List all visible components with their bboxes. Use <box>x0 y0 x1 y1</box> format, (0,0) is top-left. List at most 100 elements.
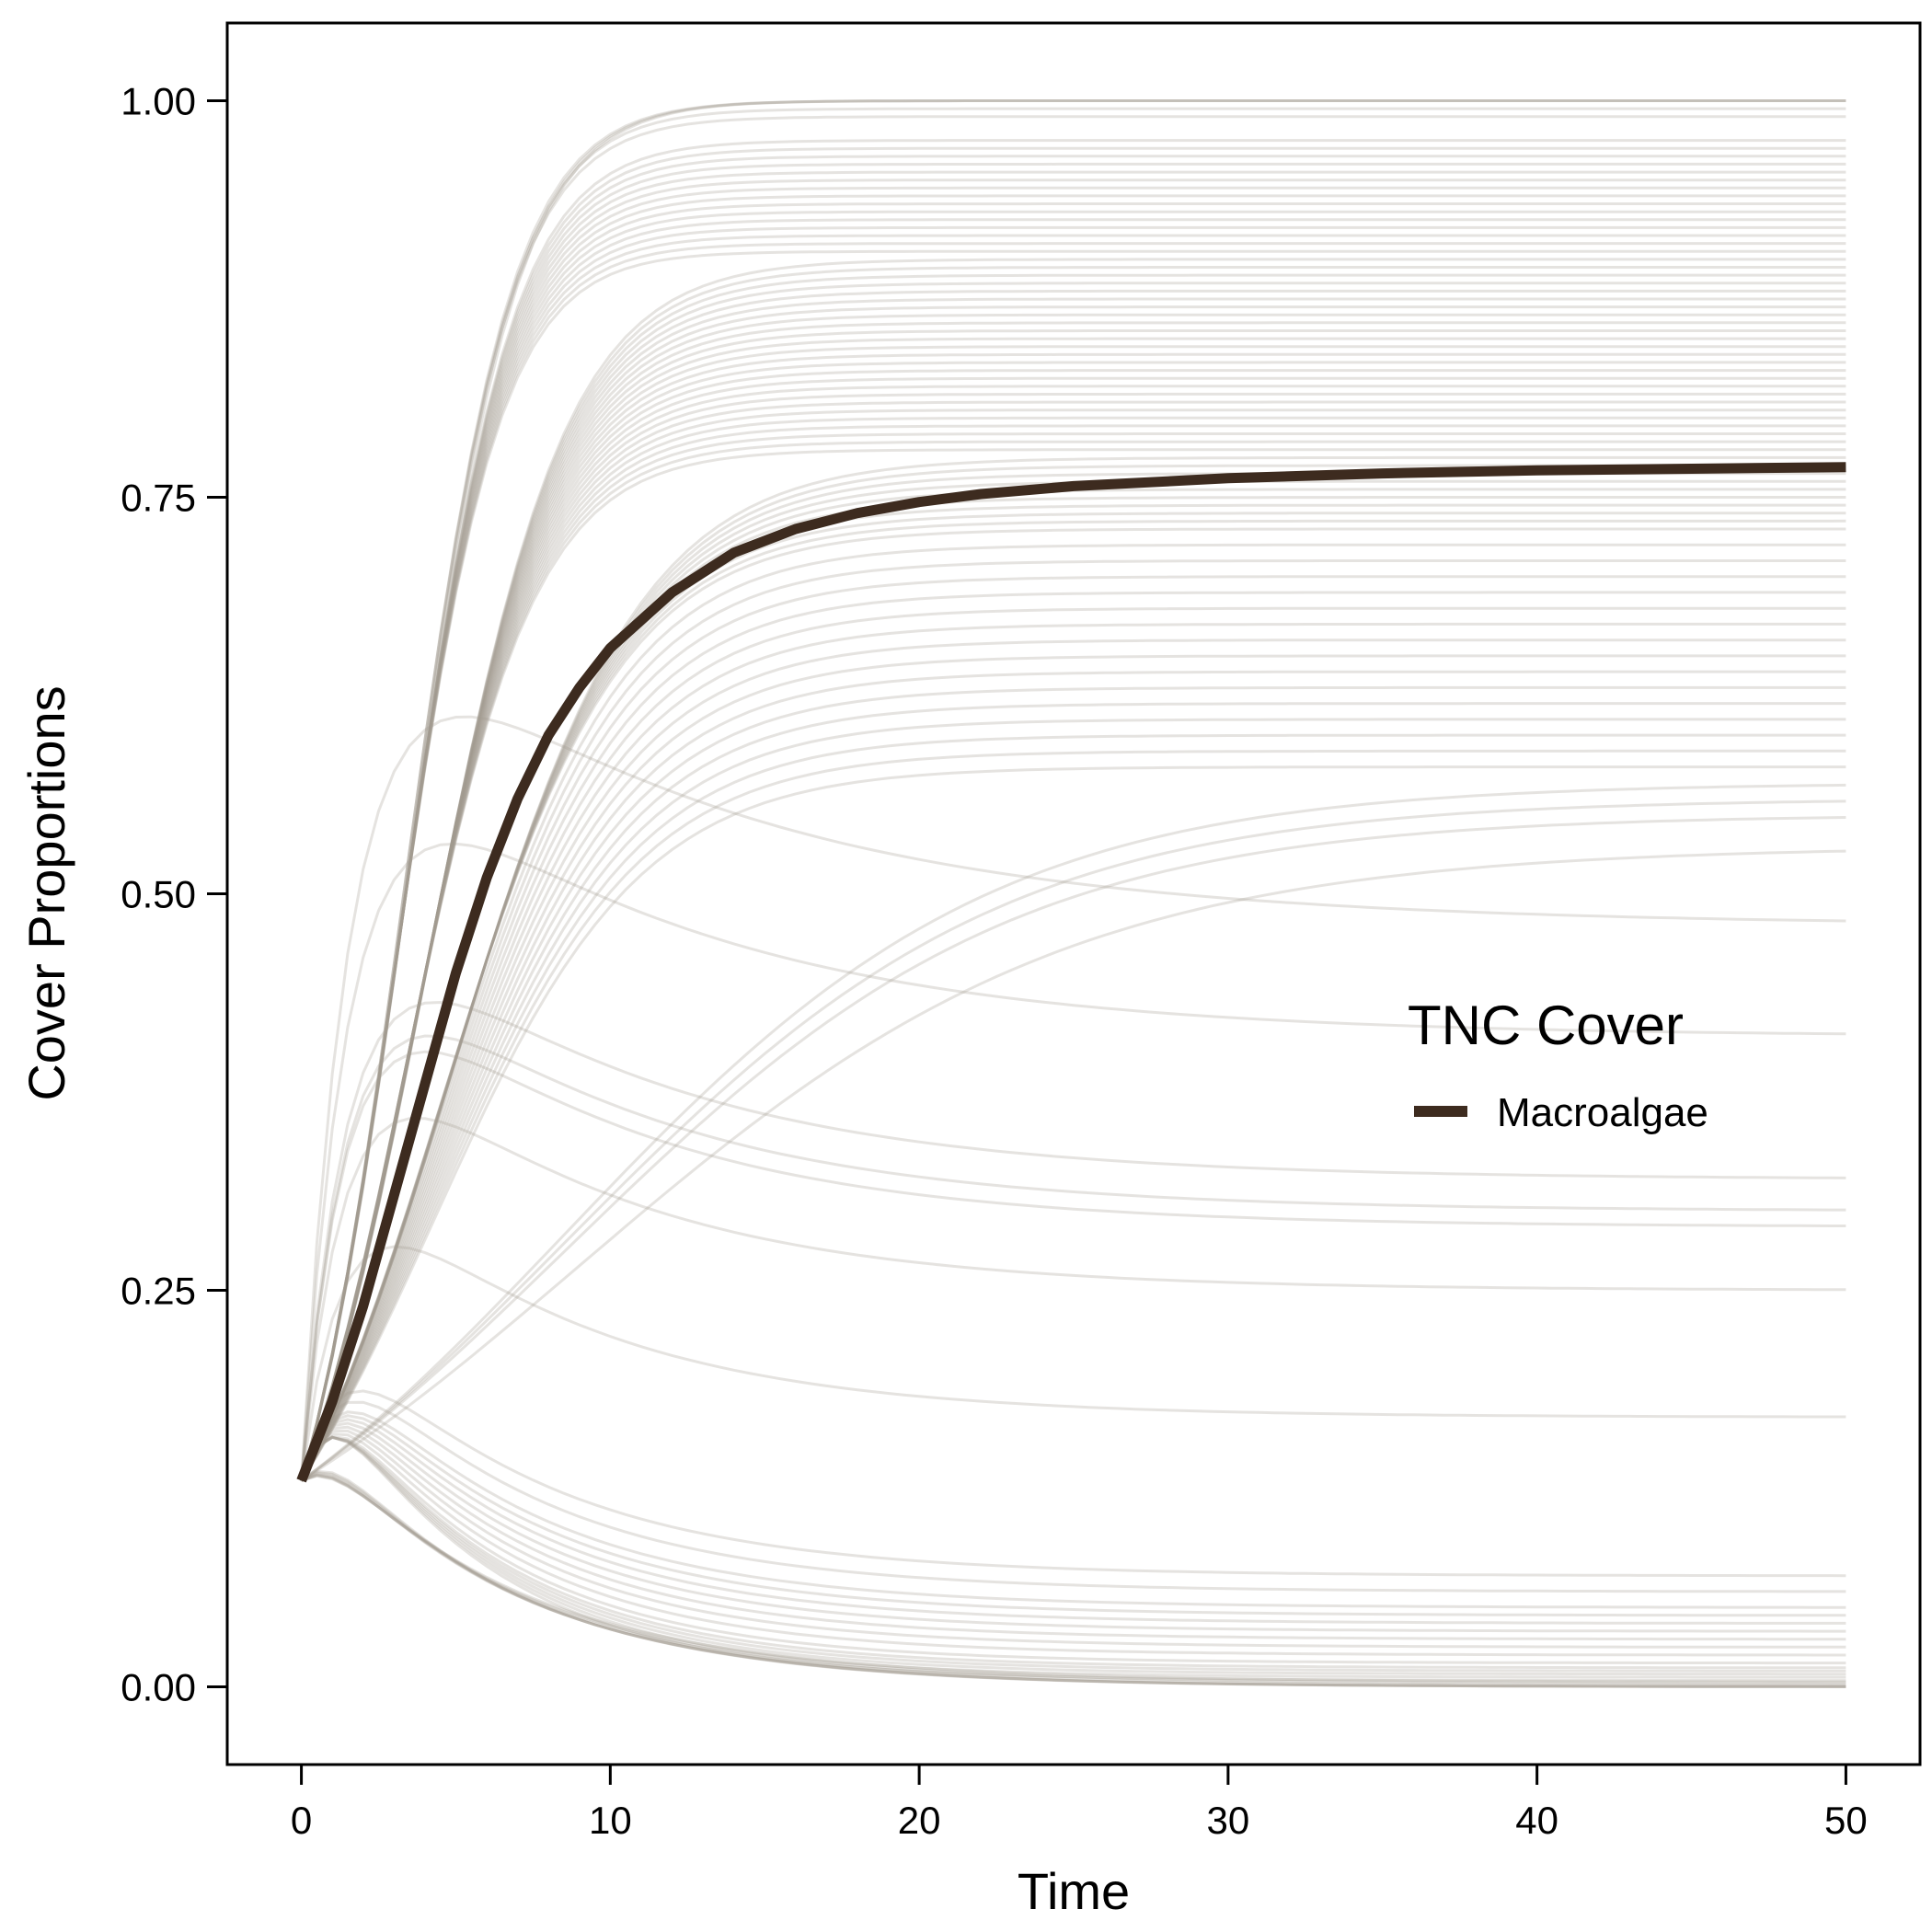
legend-title: TNC Cover <box>1408 995 1684 1056</box>
ensemble-line <box>300 1389 1846 1578</box>
ensemble-line <box>300 155 1846 1481</box>
x-tick-label: 40 <box>1515 1799 1558 1842</box>
ensemble-line <box>300 1414 1846 1617</box>
ensemble-line <box>300 1435 1846 1676</box>
ensemble-line <box>300 1435 1846 1673</box>
ensemble-line <box>300 1050 1846 1481</box>
ensemble-line <box>300 1469 1846 1688</box>
ensemble-line <box>300 297 1846 1481</box>
y-axis: 0.00 0.25 0.50 0.75 1.00 <box>121 79 227 1709</box>
ensemble-line <box>300 496 1846 1482</box>
ensemble-line <box>300 749 1846 1482</box>
ensemble-line <box>300 1435 1846 1670</box>
ensemble-line <box>300 638 1846 1482</box>
ensemble-line <box>300 115 1846 1481</box>
ensemble-line <box>300 654 1846 1482</box>
ensemble-line <box>300 170 1846 1481</box>
ensemble-line <box>300 321 1846 1481</box>
ensemble-line <box>300 225 1846 1481</box>
ensemble-line <box>300 519 1846 1482</box>
ensemble-line <box>300 440 1846 1481</box>
ensemble-line <box>300 718 1846 1482</box>
ensemble-line <box>300 146 1846 1481</box>
ensemble-line <box>300 369 1846 1481</box>
ensemble-line <box>300 1245 1846 1481</box>
ensemble-line <box>300 186 1846 1481</box>
ensemble-line <box>300 345 1846 1481</box>
ensemble-line <box>300 178 1846 1481</box>
ensemble-line <box>300 408 1846 1481</box>
ensemble-line <box>300 849 1846 1482</box>
ensemble-line <box>300 575 1846 1482</box>
legend: TNC Cover Macroalgae <box>1408 995 1708 1135</box>
ensemble-line <box>300 606 1846 1482</box>
ensemble-line <box>300 799 1846 1482</box>
ensemble-line <box>300 1434 1846 1665</box>
ensemble-line <box>300 424 1846 1481</box>
ensemble-line <box>300 783 1846 1482</box>
series-line-macroalgae <box>296 462 1846 1483</box>
ensemble-line <box>300 139 1846 1481</box>
ensemble-line <box>300 242 1846 1481</box>
y-tick-label: 1.00 <box>121 79 196 122</box>
ensemble-line <box>300 559 1846 1482</box>
ensemble-line <box>300 1435 1846 1679</box>
ensemble-line <box>300 1034 1846 1481</box>
ensemble-line <box>300 194 1846 1481</box>
ensemble-line <box>300 1470 1846 1688</box>
ensemble-line <box>300 455 1846 1482</box>
x-tick-label: 50 <box>1824 1799 1868 1842</box>
ensemble-line <box>300 337 1846 1481</box>
ensemble-line <box>300 258 1846 1481</box>
ensemble-line <box>300 99 1846 1481</box>
x-tick-label: 0 <box>291 1799 312 1842</box>
ensemble-line <box>300 107 1846 1481</box>
ensemble-line <box>300 1432 1846 1657</box>
legend-label-macroalgae: Macroalgae <box>1497 1090 1708 1135</box>
ensemble-line <box>300 512 1846 1482</box>
series-lines <box>296 462 1846 1483</box>
ensemble-line <box>300 1000 1846 1481</box>
ensemble-line <box>300 670 1846 1482</box>
ensemble-line <box>301 1473 1846 1687</box>
ensemble-line <box>300 202 1846 1481</box>
ensemble-line <box>300 432 1846 1481</box>
x-tick-label: 30 <box>1207 1799 1250 1842</box>
ensemble-line <box>300 591 1846 1482</box>
ensemble-line <box>300 99 1846 1481</box>
ensemble-line <box>300 1400 1846 1593</box>
ensemble-line <box>301 1474 1846 1685</box>
ensemble-line <box>300 218 1846 1481</box>
ensemble-line <box>300 305 1846 1481</box>
ensemble-line <box>300 329 1846 1481</box>
ensemble-line <box>300 273 1846 1481</box>
ensemble-line <box>300 622 1846 1482</box>
y-tick-label: 0.75 <box>121 476 196 519</box>
ensemble-lines <box>300 99 1846 1688</box>
ensemble-line <box>300 1472 1846 1688</box>
ensemble-line <box>300 361 1846 1481</box>
x-tick-label: 20 <box>898 1799 941 1842</box>
ensemble-line <box>300 392 1846 1481</box>
ensemble-line <box>300 376 1846 1481</box>
ensemble-line <box>300 715 1846 1481</box>
ensemble-line <box>300 733 1846 1482</box>
ensemble-line <box>300 685 1846 1482</box>
ensemble-line <box>300 400 1846 1481</box>
y-tick-label: 0.50 <box>121 873 196 916</box>
ensemble-line <box>300 210 1846 1481</box>
ensemble-line <box>300 266 1846 1481</box>
ensemble-line <box>300 816 1846 1482</box>
y-tick-label: 0.00 <box>121 1666 196 1709</box>
y-tick-label: 0.25 <box>121 1270 196 1313</box>
ensemble-line <box>300 99 1846 1481</box>
ensemble-line <box>300 1425 1846 1641</box>
ensemble-line <box>300 1429 1846 1649</box>
ensemble-line <box>300 448 1846 1481</box>
y-axis-title: Cover Proportions <box>17 685 75 1100</box>
ensemble-line <box>300 416 1846 1481</box>
ensemble-line <box>300 162 1846 1481</box>
